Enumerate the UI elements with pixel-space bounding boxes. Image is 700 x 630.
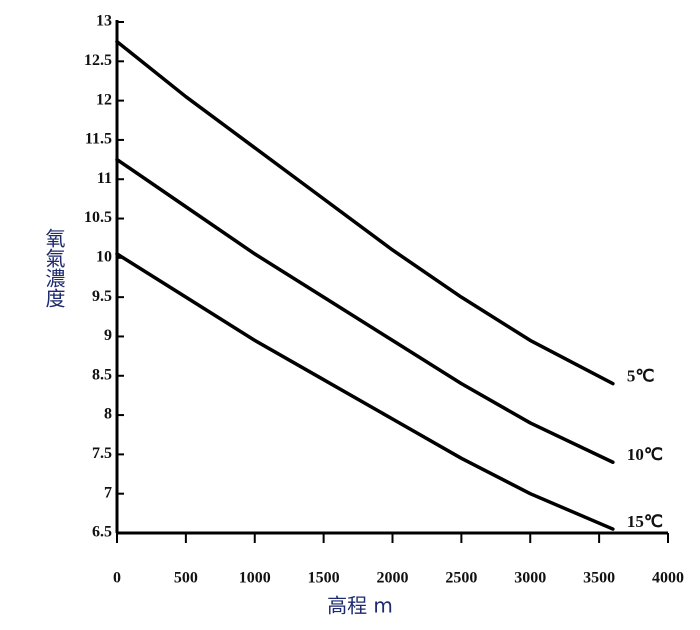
y-tick-label: 10.5 (84, 209, 112, 226)
x-tick-label: 3500 (583, 570, 615, 587)
x-tick-label: 3000 (514, 570, 546, 587)
y-tick-label: 9 (104, 327, 112, 344)
y-tick-label: 12 (96, 91, 112, 108)
x-tick-label: 2000 (377, 570, 409, 587)
y-axis-title: 氧氣濃度 (42, 228, 66, 308)
y-tick-label: 12.5 (84, 52, 112, 69)
series-line (115, 157, 615, 464)
y-tick-label: 13 (96, 13, 112, 30)
x-tick-label: 1000 (239, 570, 271, 587)
x-tick-label: 0 (113, 570, 121, 587)
y-tick-label: 11.5 (85, 131, 112, 148)
y-tick-label: 9.5 (92, 288, 112, 305)
y-tick-label: 7 (104, 484, 112, 501)
y-tick-label: 10 (96, 249, 112, 266)
x-tick-label: 2500 (445, 570, 477, 587)
series-label: 5℃ (627, 367, 655, 386)
x-tick-label: 1500 (308, 570, 340, 587)
series-label: 15℃ (627, 512, 663, 531)
y-tick-label: 7.5 (92, 445, 112, 462)
x-tick-label: 4000 (652, 570, 684, 587)
x-axis-title: 高程 m (327, 594, 393, 618)
series-line (115, 39, 615, 386)
series-line (115, 252, 615, 531)
x-tick-label: 500 (174, 570, 198, 587)
y-tick-label: 6.5 (92, 524, 112, 541)
y-tick-label: 8.5 (92, 366, 112, 383)
series-label: 10℃ (627, 445, 663, 464)
y-tick-label: 11 (97, 170, 112, 187)
y-tick-label: 8 (104, 406, 112, 423)
